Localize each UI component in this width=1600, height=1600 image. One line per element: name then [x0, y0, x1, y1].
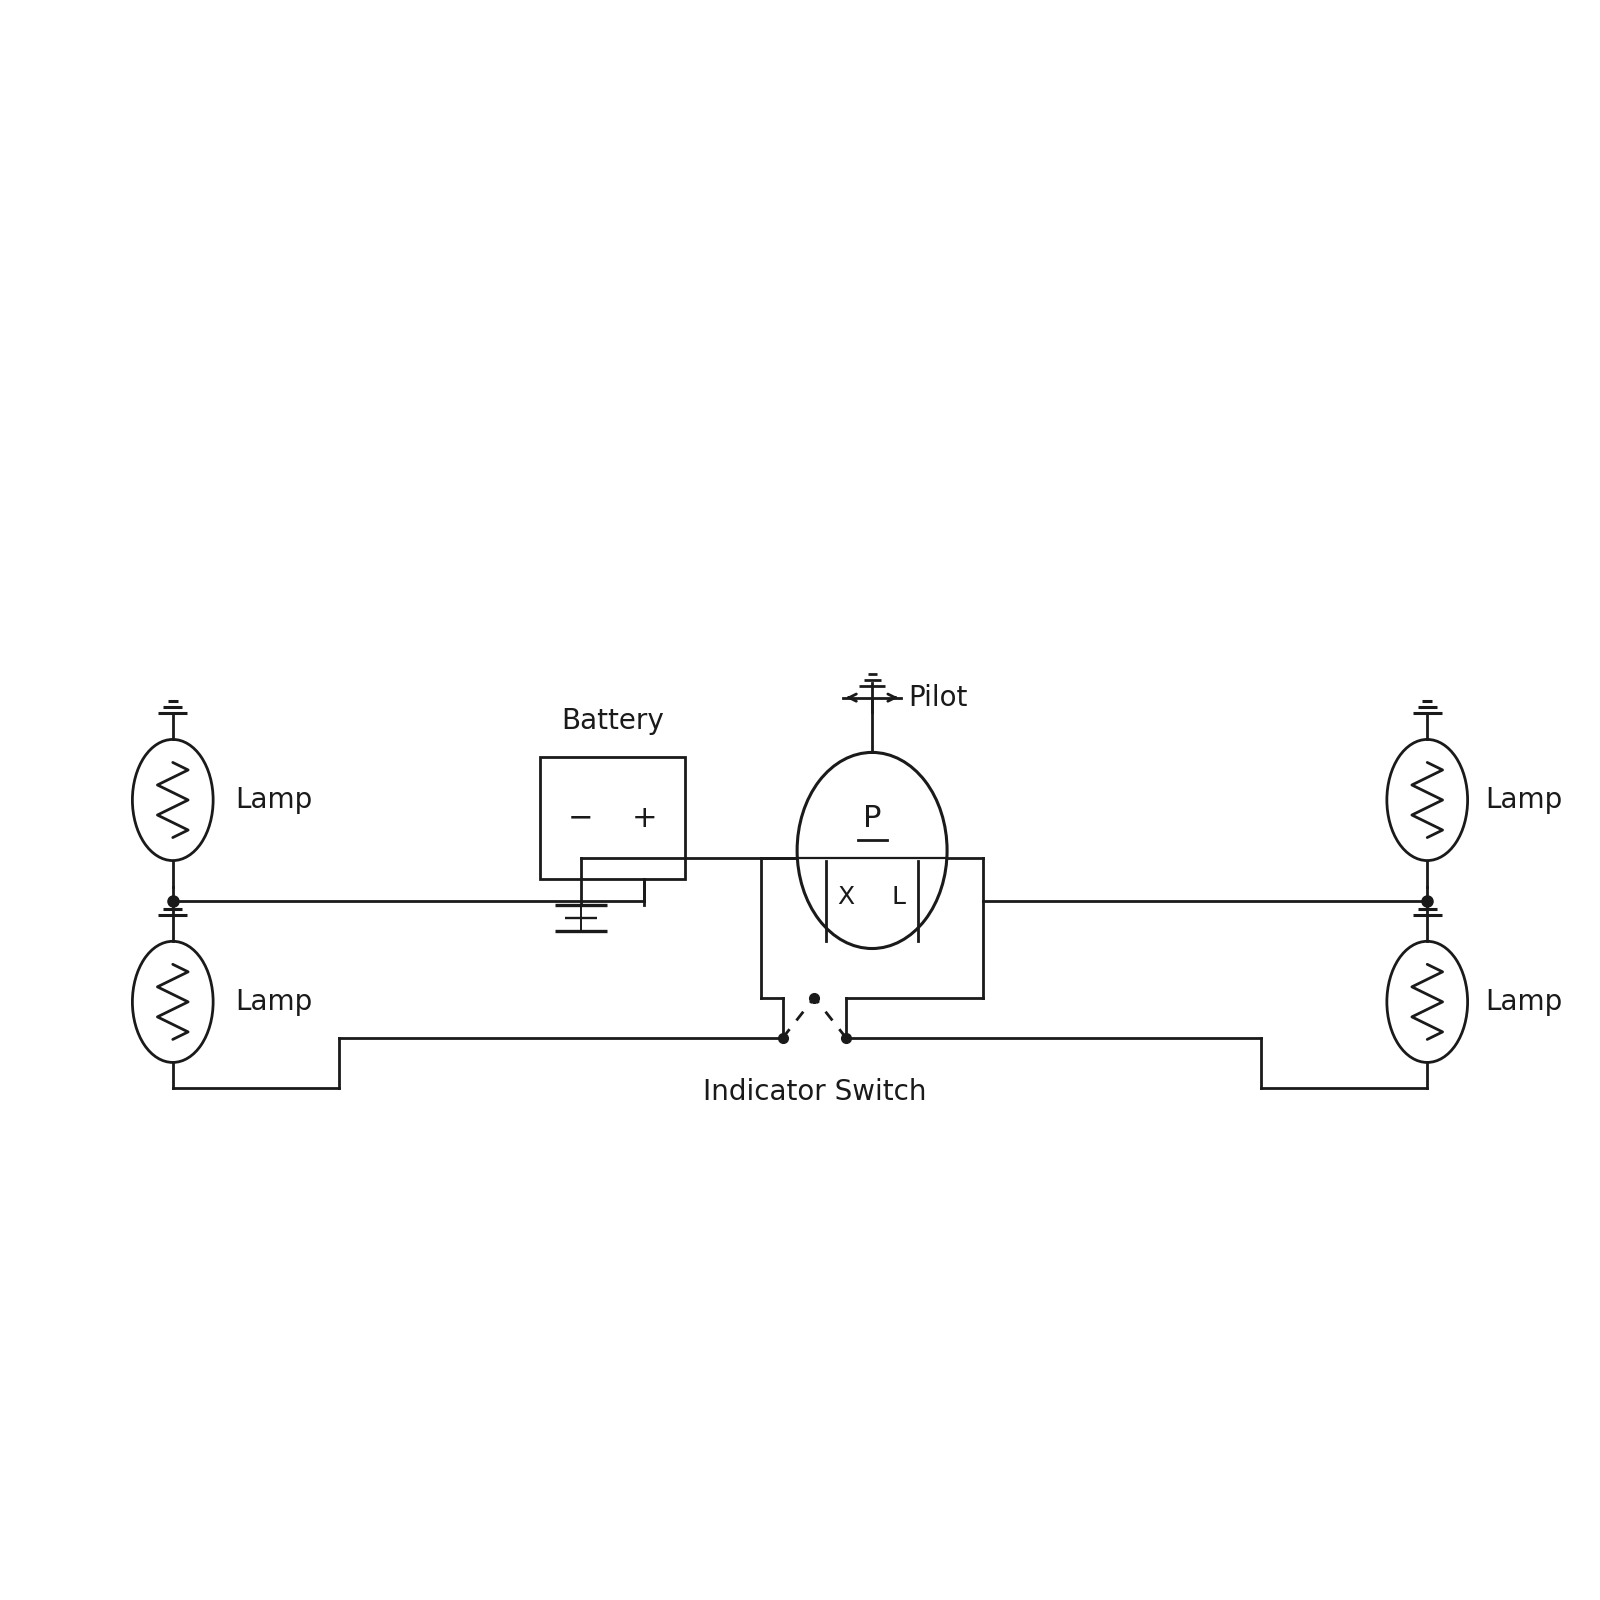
Text: L: L	[891, 885, 906, 909]
Text: Lamp: Lamp	[1485, 987, 1562, 1016]
Text: −: −	[568, 803, 594, 832]
Text: Pilot: Pilot	[909, 683, 968, 712]
Text: Lamp: Lamp	[235, 786, 312, 814]
Bar	[541, 757, 685, 880]
Text: Indicator Switch: Indicator Switch	[702, 1078, 926, 1106]
Text: +: +	[632, 803, 658, 832]
Text: P: P	[862, 805, 882, 834]
Text: Lamp: Lamp	[1485, 786, 1562, 814]
Text: Battery: Battery	[562, 707, 664, 734]
Text: X: X	[837, 885, 854, 909]
Text: Lamp: Lamp	[235, 987, 312, 1016]
